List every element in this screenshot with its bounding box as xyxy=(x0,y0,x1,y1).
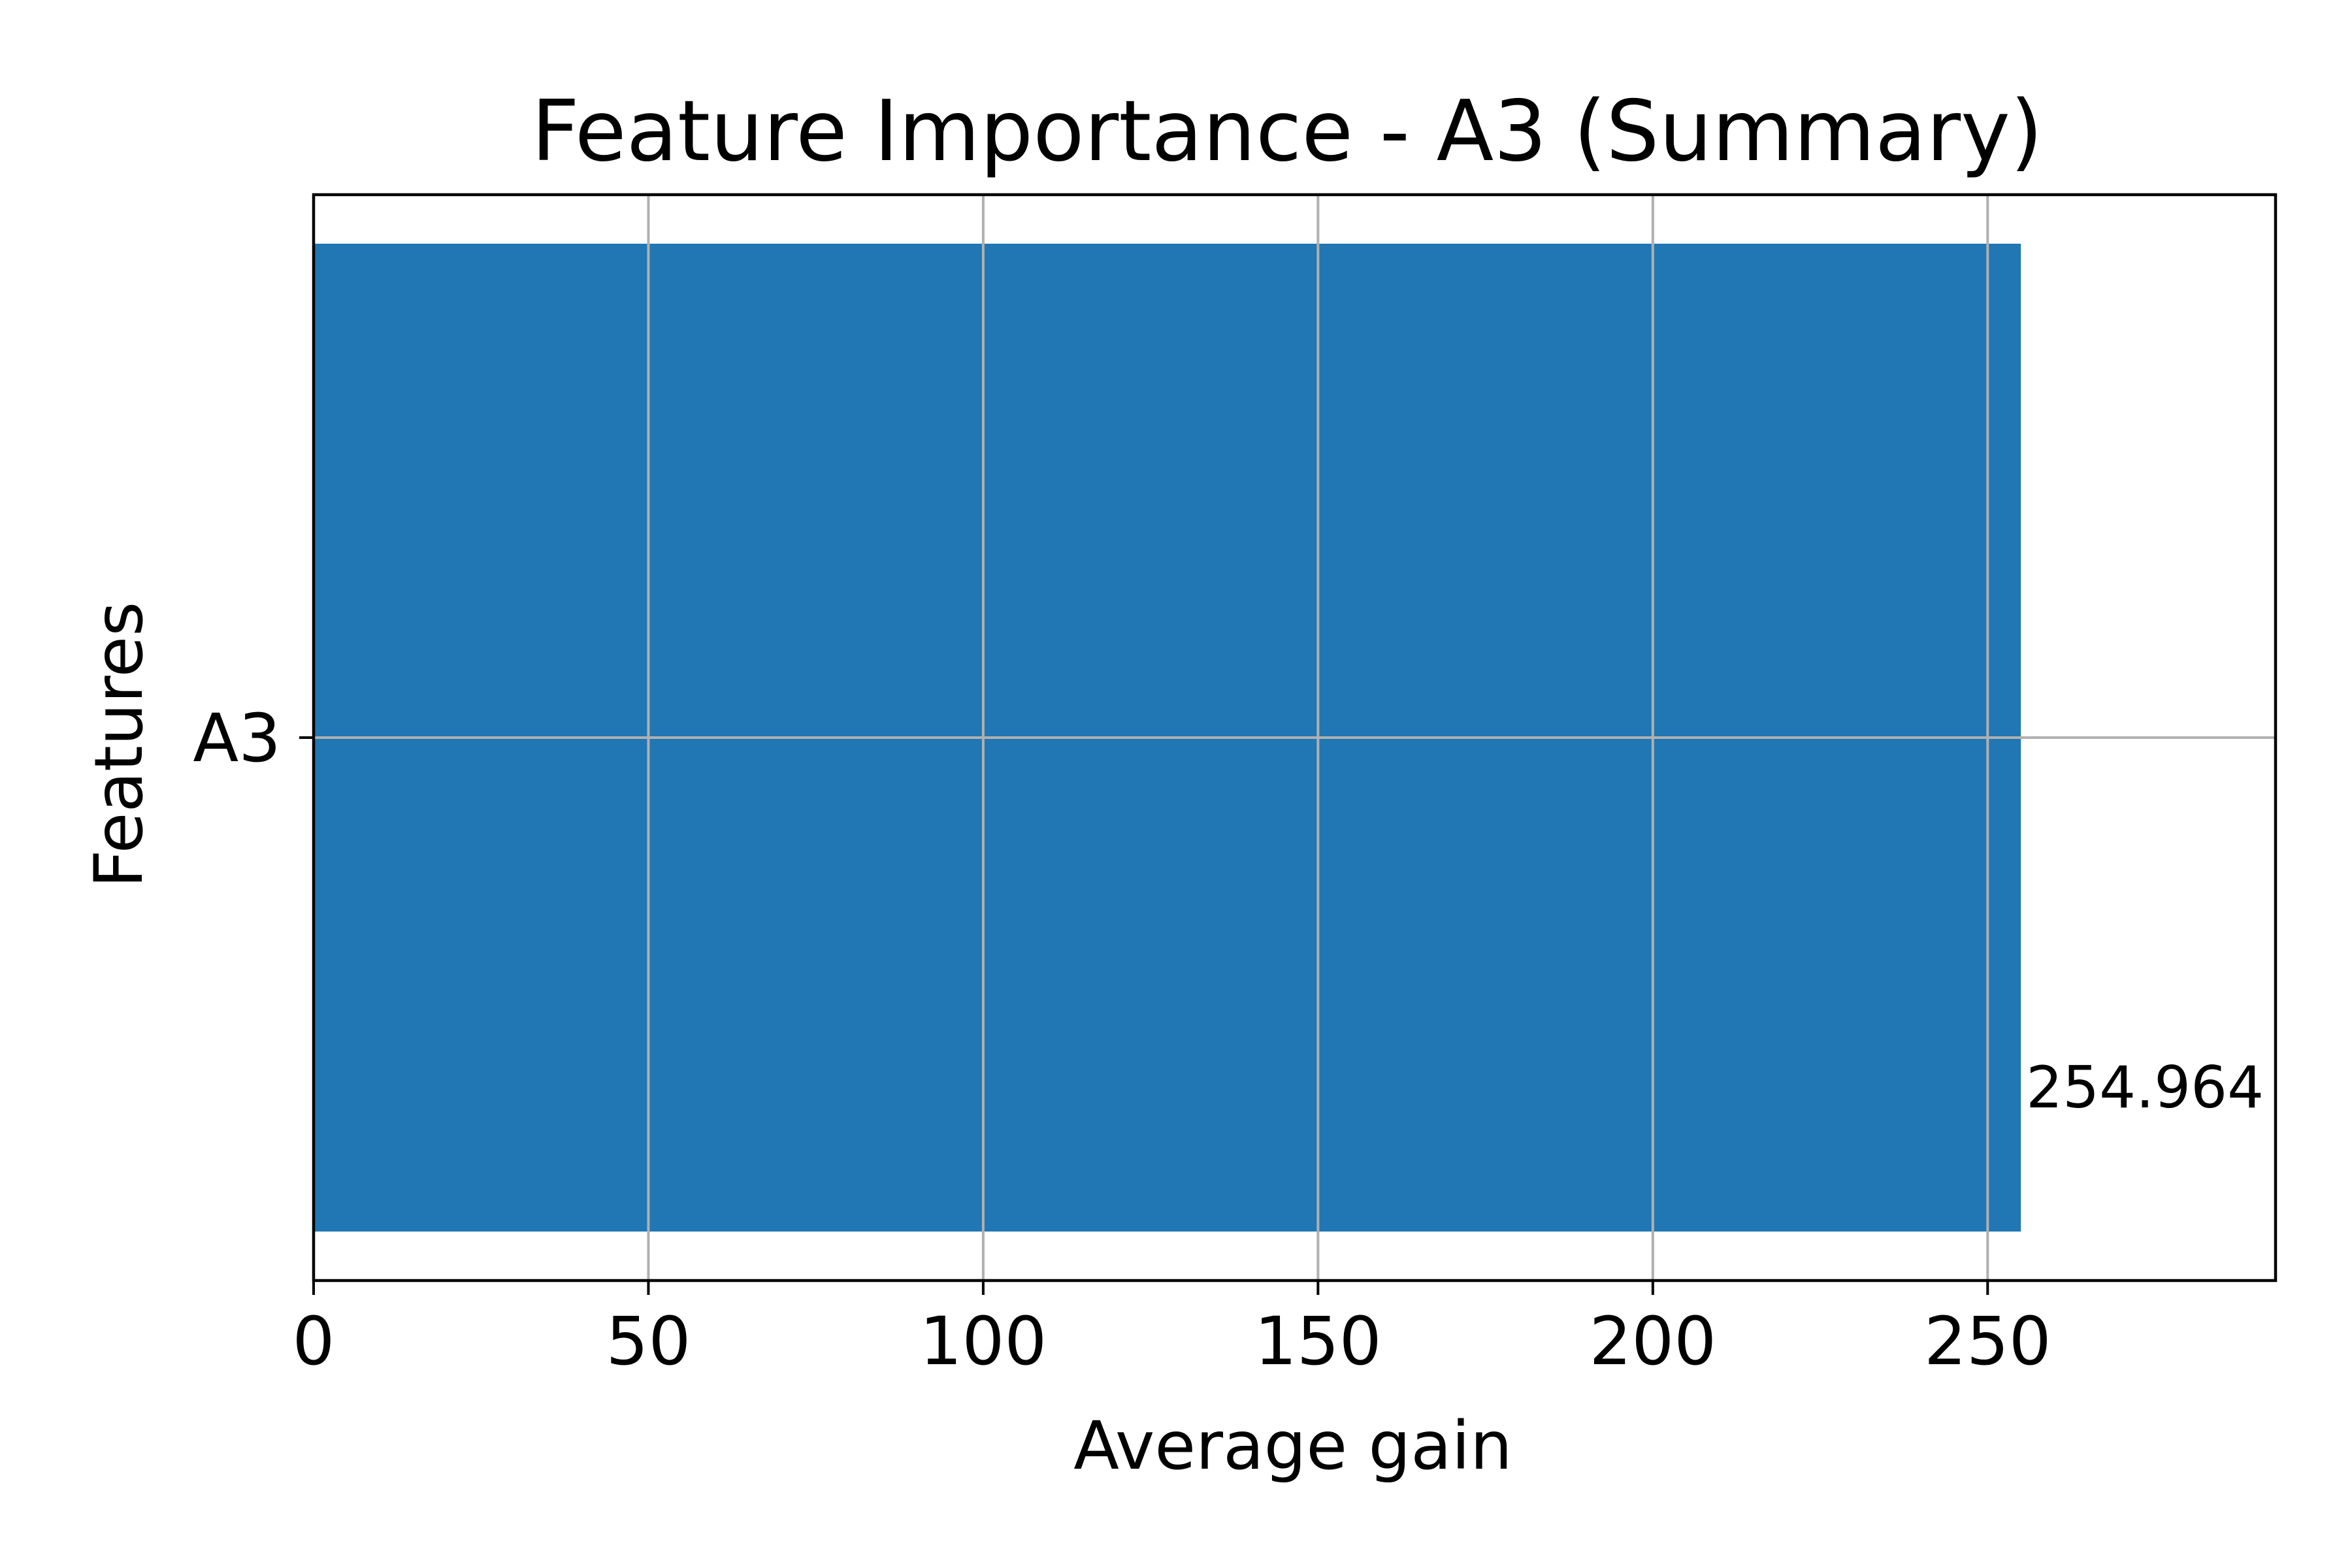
grid-lines xyxy=(314,195,2276,1281)
x-axis-ticks: 0 50 100 150 200 250 xyxy=(293,1281,2051,1380)
x-tick-label: 200 xyxy=(1589,1303,1716,1380)
y-axis-label: Features xyxy=(80,602,158,889)
chart-title: Feature Importance - A3 (Summary) xyxy=(531,83,2043,180)
plot-area xyxy=(312,193,2278,1282)
x-tick-label: 50 xyxy=(606,1303,691,1380)
y-tick-label: A3 xyxy=(193,700,281,777)
y-axis-ticks: A3 xyxy=(193,700,314,777)
data-labels: 254.964 xyxy=(2026,1054,2264,1121)
x-tick-label: 150 xyxy=(1254,1303,1382,1380)
x-tick-label: 100 xyxy=(920,1303,1047,1380)
bar-value-label: 254.964 xyxy=(2026,1054,2264,1121)
x-tick-label: 0 xyxy=(293,1303,335,1380)
x-axis-label: Average gain xyxy=(1073,1407,1512,1485)
x-tick-label: 250 xyxy=(1924,1303,2051,1380)
